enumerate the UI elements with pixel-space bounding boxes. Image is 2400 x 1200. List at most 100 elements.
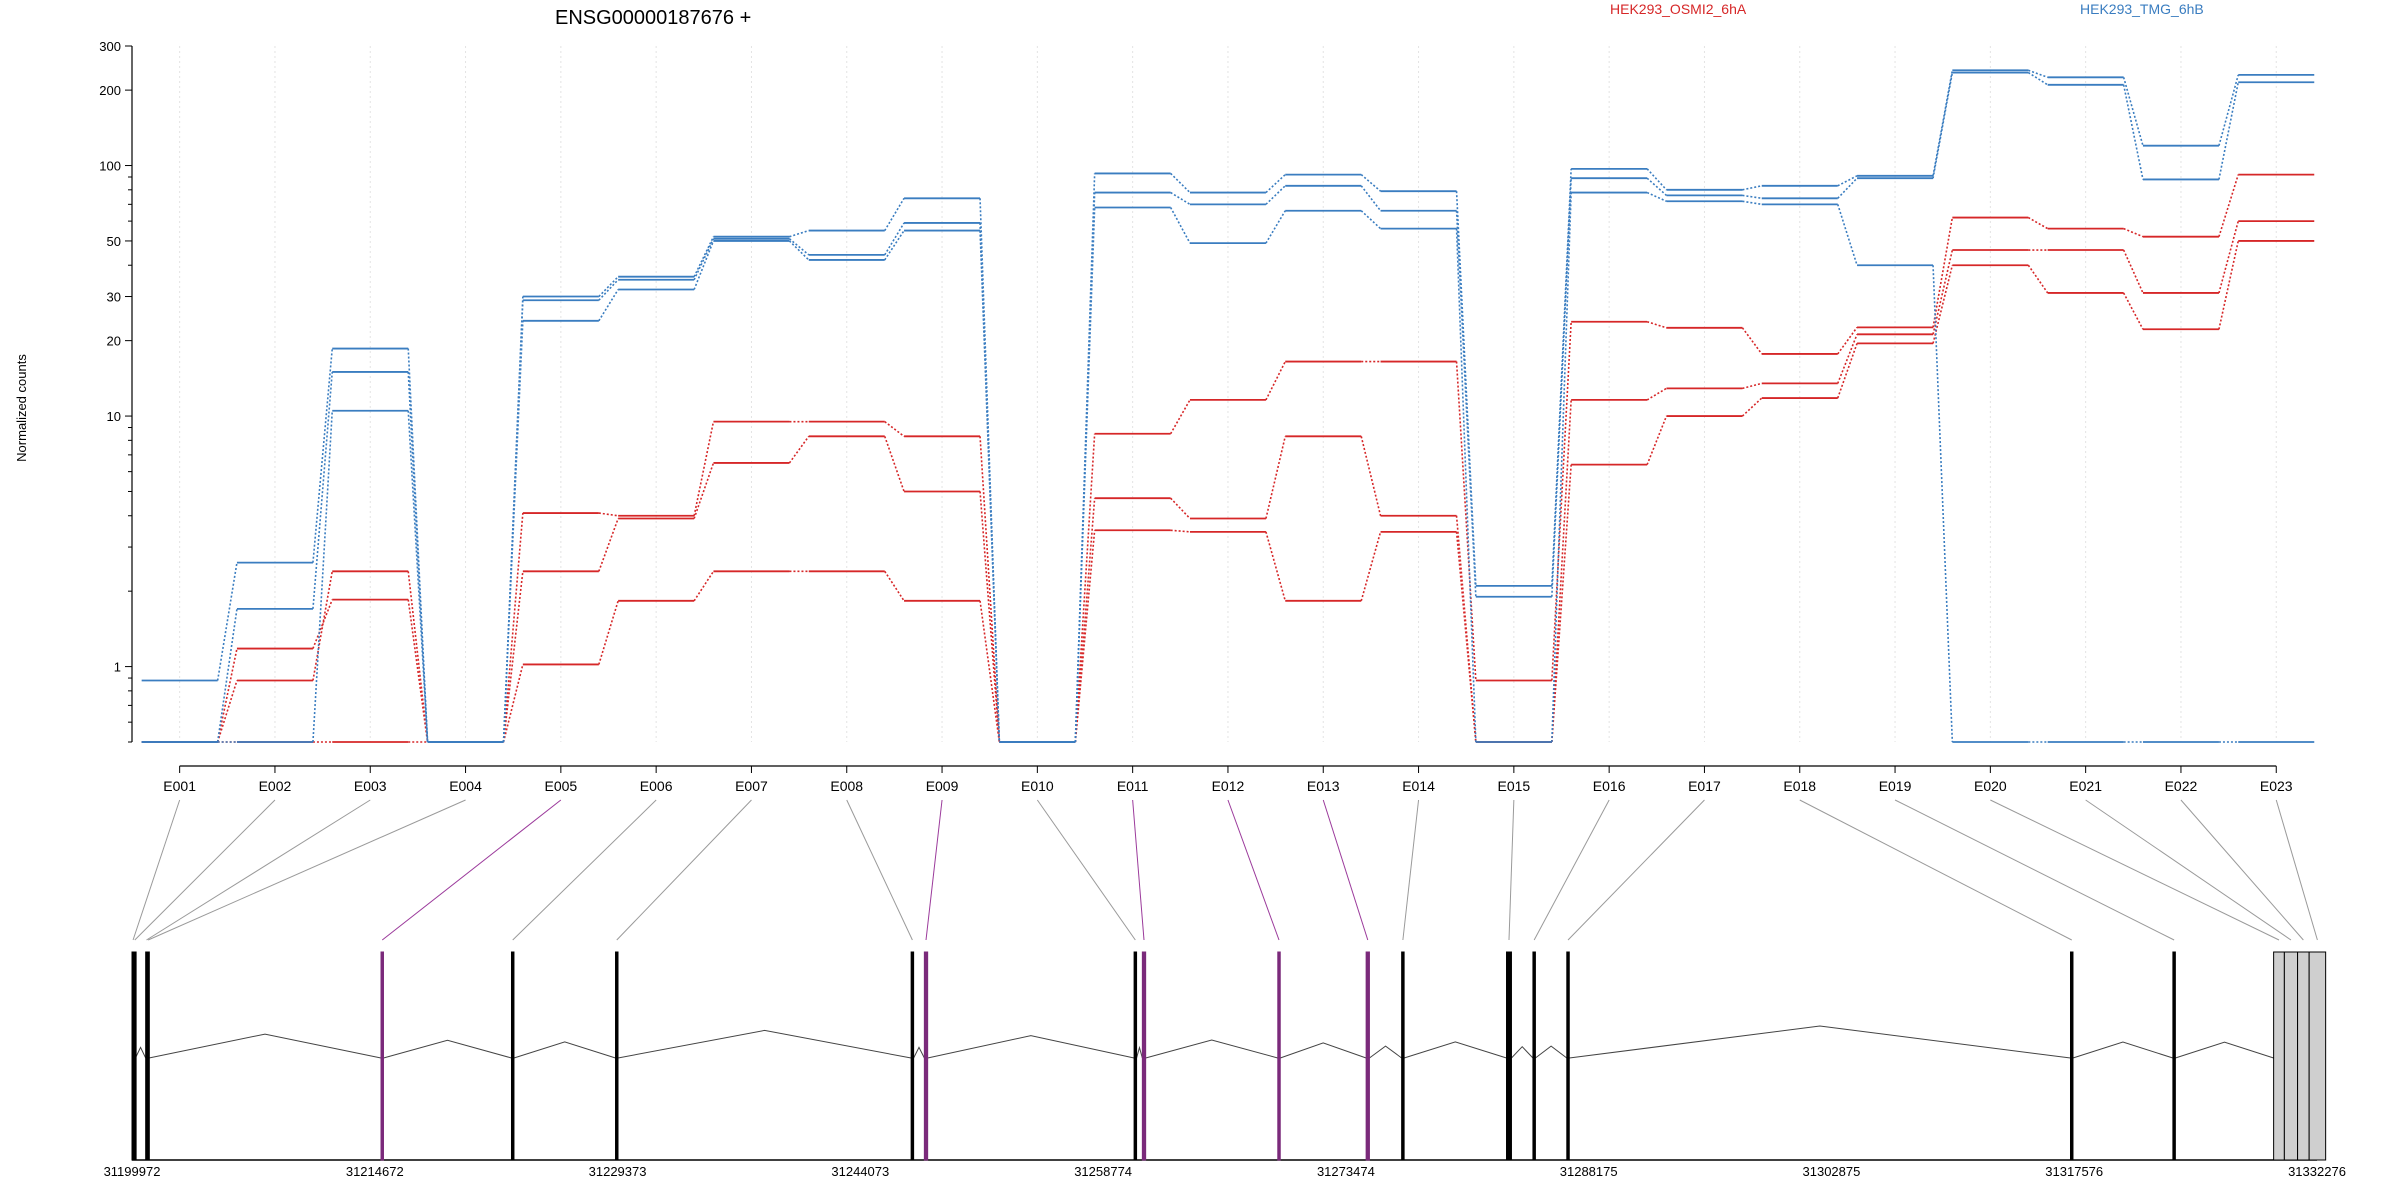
intron-E009-E010 xyxy=(927,1035,1135,1059)
series-5-link-7 xyxy=(884,230,905,261)
exon-box-E005 xyxy=(380,951,384,1161)
series-3-link-20 xyxy=(2122,77,2144,146)
series-3-link-21 xyxy=(2218,74,2240,146)
y-tick-label: 20 xyxy=(107,334,121,349)
connector-E008 xyxy=(846,799,913,941)
series-0-link-18 xyxy=(1932,217,1954,328)
x-tick-label-E011: E011 xyxy=(1117,778,1149,794)
series-5-link-4 xyxy=(598,289,619,322)
coordinate-tick-label: 31273474 xyxy=(1317,1164,1375,1179)
series-2-link-7 xyxy=(884,570,905,602)
series-2-link-10 xyxy=(1170,529,1191,533)
series-4-link-12 xyxy=(1360,185,1382,212)
series-1-link-20 xyxy=(2122,249,2144,294)
series-3-link-19 xyxy=(2028,69,2048,79)
series-4-link-0 xyxy=(216,608,238,743)
coordinate-tick-label: 31332276 xyxy=(2288,1164,2346,1179)
series-2-link-21 xyxy=(2218,240,2240,330)
coordinate-tick-label: 31244073 xyxy=(831,1164,889,1179)
exon-box-E020 xyxy=(2273,951,2285,1161)
x-tick-label-E009: E009 xyxy=(926,778,959,794)
series-5-link-8 xyxy=(979,230,1001,743)
intron-E004-E005 xyxy=(148,1033,382,1059)
connector-E012 xyxy=(1227,799,1280,941)
exon-box-E018 xyxy=(2069,951,2074,1161)
series-0-link-19 xyxy=(2027,216,2049,230)
series-2-link-9 xyxy=(1074,530,1096,743)
series-4-link-19 xyxy=(2027,71,2049,86)
series-4-link-9 xyxy=(1074,192,1096,743)
exon-box-E002 xyxy=(133,951,137,1161)
connector-E004 xyxy=(147,799,466,941)
connector-E003 xyxy=(146,799,371,941)
exon-box-E010 xyxy=(1133,951,1138,1161)
x-tick-label-E023: E023 xyxy=(2260,778,2293,794)
series-2-link-5 xyxy=(693,570,715,602)
exon-box-E011 xyxy=(1141,951,1147,1161)
series-1-link-6 xyxy=(788,435,810,464)
series-1-link-11 xyxy=(1265,436,1287,519)
x-tick-label-E015: E015 xyxy=(1497,778,1530,794)
series-0-link-4 xyxy=(598,512,619,517)
plot-axes: 1 10 20 30 50 100 200 300 E001 E002 E003 E004 E005 E0… xyxy=(99,39,2293,794)
exon-box-E007 xyxy=(615,951,619,1161)
x-tick-label-E022: E022 xyxy=(2165,778,2198,794)
series-1-link-10 xyxy=(1170,497,1191,520)
x-tick-label-E014: E014 xyxy=(1402,778,1435,794)
exon-box-E012 xyxy=(1277,951,1281,1161)
series-1-link-16 xyxy=(1742,382,1762,390)
series-3-link-16 xyxy=(1742,185,1762,191)
exon-box-E016 xyxy=(1532,951,1536,1161)
series-3-link-12 xyxy=(1360,173,1382,192)
coordinate-tick-label: 31199972 xyxy=(104,1164,161,1179)
series-4-link-2 xyxy=(407,371,429,743)
series-4-link-4 xyxy=(598,279,619,301)
x-tick-label-E019: E019 xyxy=(1879,778,1912,794)
exon-box-E008 xyxy=(910,951,915,1161)
connector-E009 xyxy=(925,799,943,941)
x-tick-label-E013: E013 xyxy=(1307,778,1340,794)
x-tick-label-E021: E021 xyxy=(2069,778,2102,794)
series-2-link-20 xyxy=(2122,292,2144,330)
intron-E017-E018 xyxy=(1569,1025,2071,1059)
series-1-link-7 xyxy=(883,436,905,492)
intron-E014-E015 xyxy=(1403,1041,1507,1059)
series-1-link-1 xyxy=(312,599,333,649)
series-2-link-11 xyxy=(1265,531,1287,602)
x-tick-label-E017: E017 xyxy=(1688,778,1721,794)
exon-box-E014 xyxy=(1401,951,1405,1161)
series-1-link-12 xyxy=(1360,436,1382,516)
series-2-link-19 xyxy=(2027,264,2049,294)
series-0-link-17 xyxy=(1837,326,1858,355)
y-tick-label: 30 xyxy=(107,290,121,305)
series-3-link-15 xyxy=(1646,168,1668,191)
intron-E006-E007 xyxy=(513,1041,616,1059)
x-tick-label-E018: E018 xyxy=(1783,778,1816,794)
exon-box-E006 xyxy=(510,951,515,1161)
intron-E008-E009 xyxy=(913,1046,925,1059)
x-tick-label-E016: E016 xyxy=(1593,778,1626,794)
intron-E013-E014 xyxy=(1369,1045,1402,1059)
series-3-link-4 xyxy=(598,276,619,298)
x-tick-label-E020: E020 xyxy=(1974,778,2007,794)
x-tick-label-E006: E006 xyxy=(640,778,673,794)
series-0-link-3 xyxy=(502,512,524,743)
series-3-link-7 xyxy=(884,197,905,231)
series-1-link-15 xyxy=(1646,387,1667,401)
series-4-link-7 xyxy=(884,222,905,256)
series-0-link-20 xyxy=(2123,227,2144,238)
y-tick-label: 300 xyxy=(99,39,121,54)
x-tick-label-E004: E004 xyxy=(449,778,482,794)
series-0-link-21 xyxy=(2218,174,2240,237)
series-2-link-15 xyxy=(1646,415,1668,465)
series-1-link-18 xyxy=(1932,249,1954,335)
series-1-link-21 xyxy=(2218,220,2240,294)
series-5-link-16 xyxy=(1742,200,1762,206)
exon-box-E015 xyxy=(1506,951,1512,1161)
coordinate-tick-label: 31229373 xyxy=(589,1164,647,1179)
y-tick-label: 200 xyxy=(99,83,121,98)
series-4-link-6 xyxy=(788,238,810,256)
coordinate-tick-label: 31214672 xyxy=(346,1164,404,1179)
series-4-link-11 xyxy=(1265,185,1286,205)
